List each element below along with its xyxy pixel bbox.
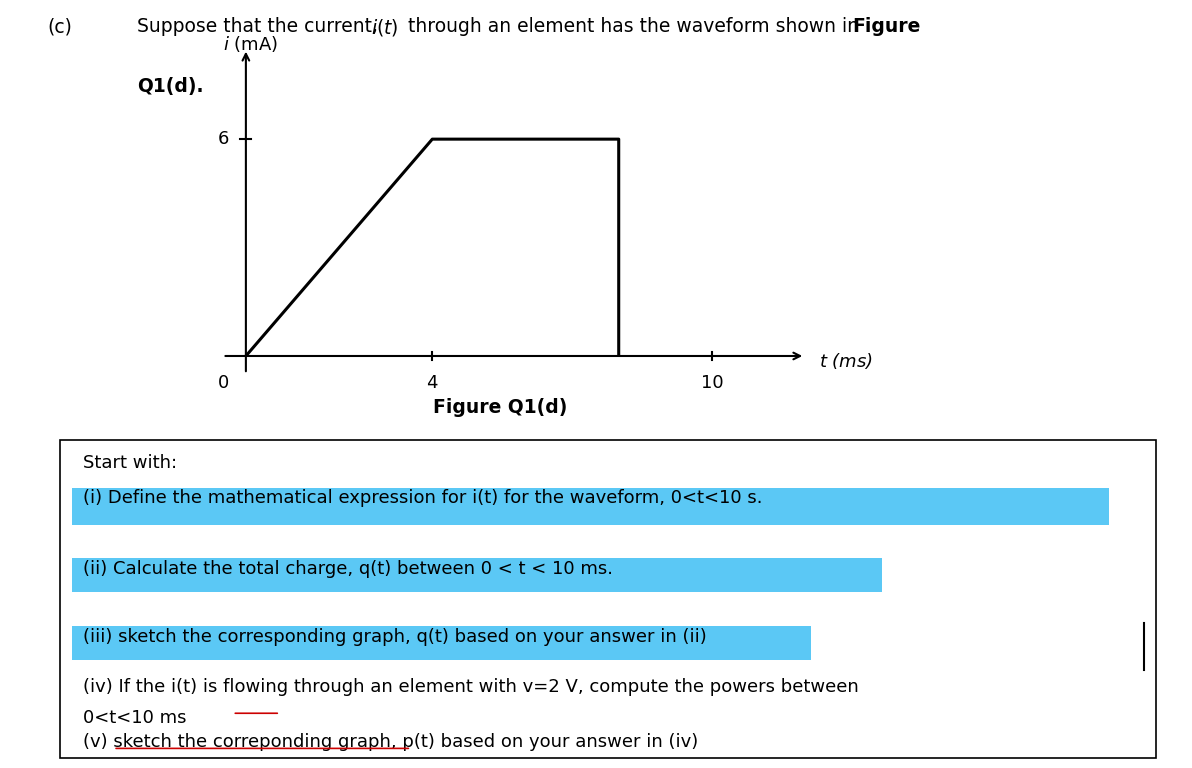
Text: 0: 0: [218, 374, 230, 392]
Bar: [72, 488, 1109, 525]
Text: 6: 6: [218, 130, 230, 148]
Text: $i(t)$: $i(t)$: [371, 17, 398, 38]
Text: 4: 4: [427, 374, 437, 392]
Text: $t$ (ms): $t$ (ms): [819, 352, 873, 372]
Text: Start with:: Start with:: [83, 454, 178, 472]
Text: Suppose that the current,: Suppose that the current,: [137, 17, 384, 36]
Text: (ii) Calc⁠ulate the to⁠tal ch⁠arge, q(t) between 0 < t < 10 ms.: (ii) Calc⁠ulate the to⁠tal ch⁠arge, q(t)…: [83, 560, 614, 578]
Bar: [72, 558, 882, 592]
Text: (c): (c): [48, 17, 73, 36]
Bar: [72, 626, 811, 660]
Text: Q1(d).: Q1(d).: [137, 78, 204, 97]
Text: $i$ (mA): $i$ (mA): [223, 35, 278, 55]
Text: 0<t<10 ms: 0<t<10 ms: [83, 709, 187, 727]
Text: Figure Q1(d): Figure Q1(d): [434, 398, 567, 417]
Text: (i) De⁠fine the mathem⁠atic⁠al expression for i(t) for the waveform, 0<t<10 s.: (i) De⁠fine the mathem⁠atic⁠al expressio…: [83, 489, 763, 507]
Text: 10: 10: [701, 374, 724, 392]
Text: Figure: Figure: [852, 17, 920, 36]
Text: (iii) sketch the corresponding graph, q(t) based on your answer in (ii): (iii) sketch the corresponding graph, q(…: [83, 627, 707, 646]
Text: (iv) If the i(t) is flowing through an element with v=2 V, compute the powers be: (iv) If the i(t) is flowing through an e…: [83, 678, 859, 697]
Text: (v) sketch the correponding graph, p(t) based on your answer in (iv): (v) sketch the correponding graph, p(t) …: [83, 733, 699, 750]
Text: through an element has the waveform shown in: through an element has the waveform show…: [402, 17, 864, 36]
